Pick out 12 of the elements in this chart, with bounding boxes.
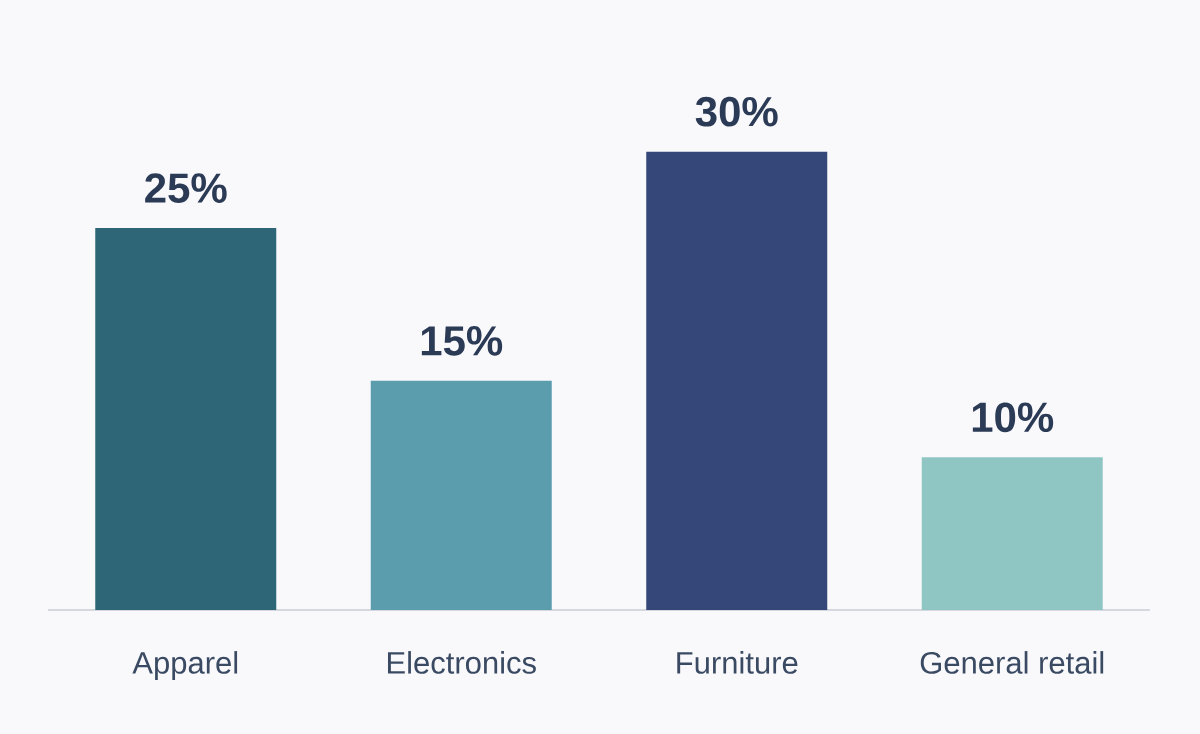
bar	[921, 457, 1103, 610]
data-label: 10%	[972, 402, 1054, 433]
bar	[95, 228, 277, 610]
x-tick-label: Furniture	[677, 651, 798, 674]
bar	[646, 151, 828, 610]
x-tick-label: General retail	[920, 651, 1104, 674]
x-tick-label: Electronics	[387, 651, 536, 674]
x-tick-label: Apparel	[132, 651, 238, 680]
data-label: 30%	[695, 96, 778, 127]
data-label: 25%	[145, 173, 227, 203]
data-label: 15%	[421, 326, 503, 356]
bar	[370, 380, 552, 610]
